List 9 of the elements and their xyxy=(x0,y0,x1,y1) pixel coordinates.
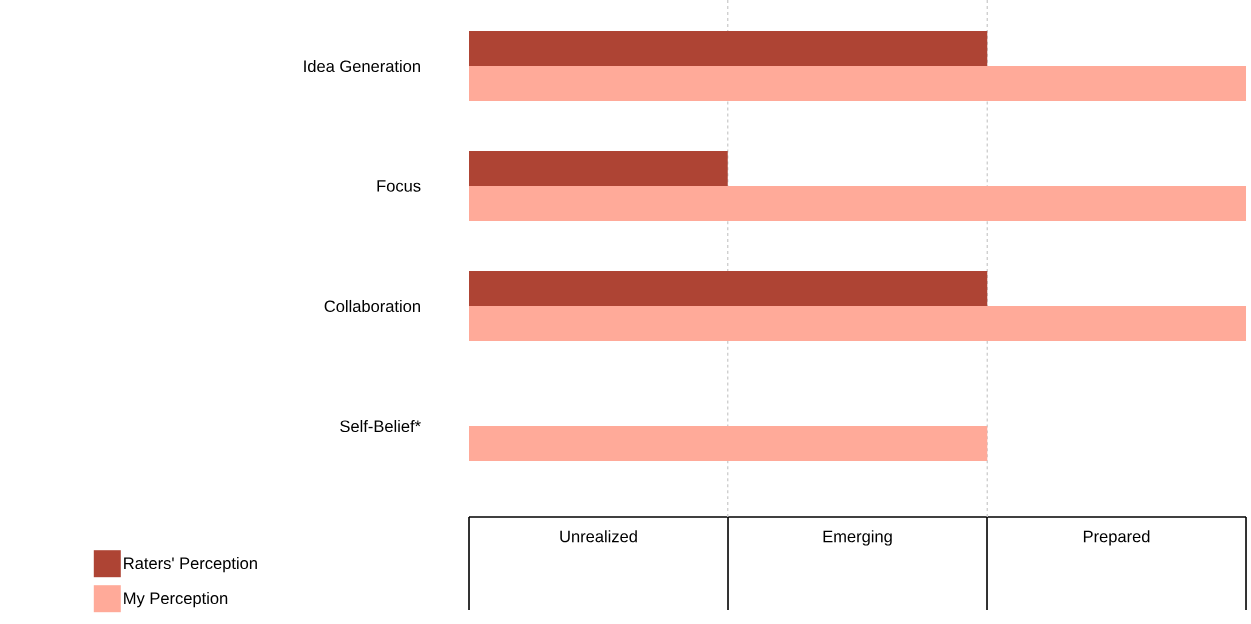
text: Prepared xyxy=(1083,530,1150,546)
y-tick-label: Self-Belief* xyxy=(340,419,421,433)
y-tick-label: Collaboration xyxy=(324,299,420,313)
legend-label: Raters' Perception xyxy=(124,556,257,573)
y-tick-label: Focus xyxy=(377,180,421,192)
y-tick-label: Idea Generation xyxy=(304,59,420,73)
legend-label: My Perception xyxy=(124,591,228,608)
text: Unrealized xyxy=(560,530,637,543)
text: Emerging xyxy=(823,530,892,546)
